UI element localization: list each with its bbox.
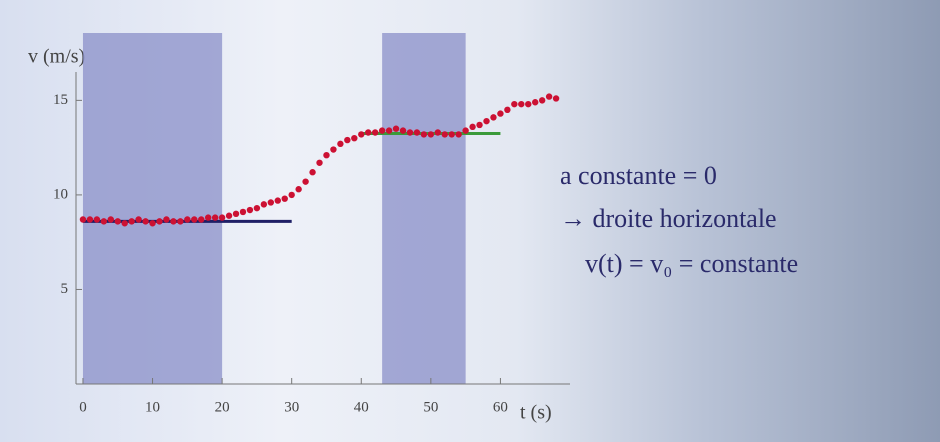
data-point	[532, 99, 538, 105]
data-point	[94, 216, 100, 222]
x-axis-label: t (s)	[520, 402, 552, 424]
data-point	[386, 127, 392, 133]
data-point	[365, 129, 371, 135]
data-point	[191, 216, 197, 222]
data-point	[163, 216, 169, 222]
data-point	[393, 126, 399, 132]
data-point	[240, 209, 246, 215]
data-point	[351, 135, 357, 141]
data-point	[219, 214, 225, 220]
data-point	[205, 214, 211, 220]
data-point	[358, 131, 364, 137]
data-point	[288, 192, 294, 198]
data-point	[428, 131, 434, 137]
data-point	[455, 131, 461, 137]
data-point	[449, 131, 455, 137]
x-tick-label: 40	[354, 399, 369, 415]
data-point	[490, 114, 496, 120]
data-point	[414, 129, 420, 135]
y-tick-label: 15	[53, 92, 68, 108]
data-point	[539, 97, 545, 103]
data-point	[483, 118, 489, 124]
data-point	[525, 101, 531, 107]
data-point	[87, 216, 93, 222]
shaded-band	[382, 33, 465, 384]
data-point	[337, 141, 343, 147]
data-point	[101, 218, 107, 224]
data-point	[212, 214, 218, 220]
data-point	[511, 101, 517, 107]
data-point	[226, 213, 232, 219]
x-tick-label: 0	[79, 399, 87, 415]
data-point	[400, 127, 406, 133]
data-point	[233, 211, 239, 217]
shaded-band	[83, 33, 222, 384]
data-point	[518, 101, 524, 107]
data-point	[122, 220, 128, 226]
data-point	[344, 137, 350, 143]
screen: v (m/s) t (s) 5 10 15 0 10 20 30 40 50 60 a consta…	[0, 0, 940, 442]
data-point	[379, 127, 385, 133]
y-axis-label: v (m/s)	[28, 46, 85, 68]
data-point	[128, 218, 134, 224]
data-point	[302, 178, 308, 184]
data-point	[282, 195, 288, 201]
data-point	[295, 186, 301, 192]
data-point	[372, 129, 378, 135]
data-point	[261, 201, 267, 207]
data-point	[421, 131, 427, 137]
data-point	[247, 207, 253, 213]
data-point	[309, 169, 315, 175]
data-point	[80, 216, 86, 222]
data-point	[462, 127, 468, 133]
data-point	[135, 216, 141, 222]
data-point	[142, 218, 148, 224]
data-point	[476, 122, 482, 128]
x-tick-label: 10	[145, 399, 160, 415]
data-point	[184, 216, 190, 222]
data-point	[469, 124, 475, 130]
data-point	[115, 218, 121, 224]
data-point	[316, 160, 322, 166]
y-tick-label: 10	[53, 186, 68, 202]
data-point	[553, 95, 559, 101]
data-point	[504, 107, 510, 113]
data-point	[170, 218, 176, 224]
x-tick-label: 30	[284, 399, 299, 415]
data-point	[323, 152, 329, 158]
annotation: a constante = 0	[560, 161, 717, 190]
data-point	[149, 220, 155, 226]
data-point	[546, 93, 552, 99]
x-tick-label: 20	[215, 399, 230, 415]
data-point	[435, 129, 441, 135]
data-point	[268, 199, 274, 205]
data-point	[156, 218, 162, 224]
annotation: v(t) = v₀ = constante	[585, 249, 798, 278]
x-tick-label: 60	[493, 399, 508, 415]
data-point	[254, 205, 260, 211]
data-point	[497, 110, 503, 116]
x-tick-label: 50	[423, 399, 438, 415]
data-point	[177, 218, 183, 224]
data-point	[407, 129, 413, 135]
data-point	[442, 131, 448, 137]
data-point	[275, 197, 281, 203]
data-point	[330, 146, 336, 152]
annotation: → droite horizontale	[560, 204, 777, 233]
chart: v (m/s) t (s) 5 10 15 0 10 20 30 40 50 60 a consta…	[0, 0, 940, 442]
data-point	[108, 216, 114, 222]
y-tick-label: 5	[61, 281, 69, 297]
data-point	[198, 216, 204, 222]
